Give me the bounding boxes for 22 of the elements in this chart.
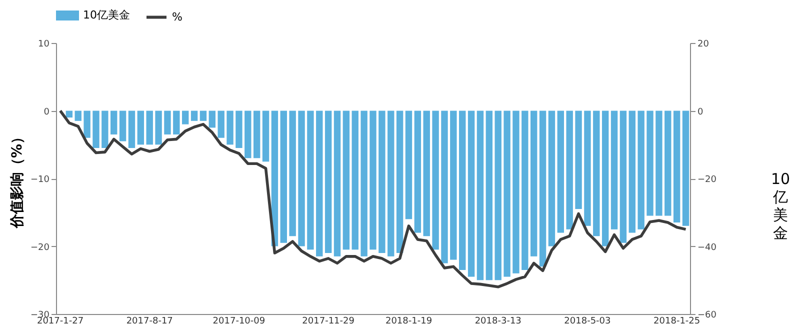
y2-axis-title: 10亿美金	[770, 170, 790, 242]
x-tick-label: 2018-5-03	[564, 316, 611, 326]
line-series	[58, 109, 688, 288]
x-tick-label: 2017-1-27	[36, 316, 84, 326]
x-tick-label: 2017-11-29	[302, 316, 355, 326]
y2-tick-label: 20	[698, 40, 710, 50]
y-axis-title: 价值影响（%）	[10, 130, 26, 230]
x-tick-label: 2017-10-09	[212, 316, 266, 326]
y-tick-label: −20	[30, 242, 50, 253]
x-tick-label: 2018-1-25	[654, 316, 700, 326]
x-tick-label: 2018-3-13	[474, 316, 522, 326]
y-tick-label: 10	[38, 40, 50, 50]
y2-tick-label: −60	[698, 310, 717, 320]
legend-label: 10亿美金	[83, 8, 130, 22]
y-tick-label: −10	[30, 175, 50, 185]
x-tick-label: 2017-8-17	[126, 316, 173, 326]
y2-tick-label: 0	[698, 107, 704, 118]
legend-label: %	[172, 10, 182, 24]
x-tick-label: 2018-1-19	[385, 316, 432, 326]
y-tick-label: 0	[44, 107, 50, 118]
y2-tick-label: −20	[698, 175, 717, 185]
y2-tick-label: −40	[698, 242, 717, 253]
